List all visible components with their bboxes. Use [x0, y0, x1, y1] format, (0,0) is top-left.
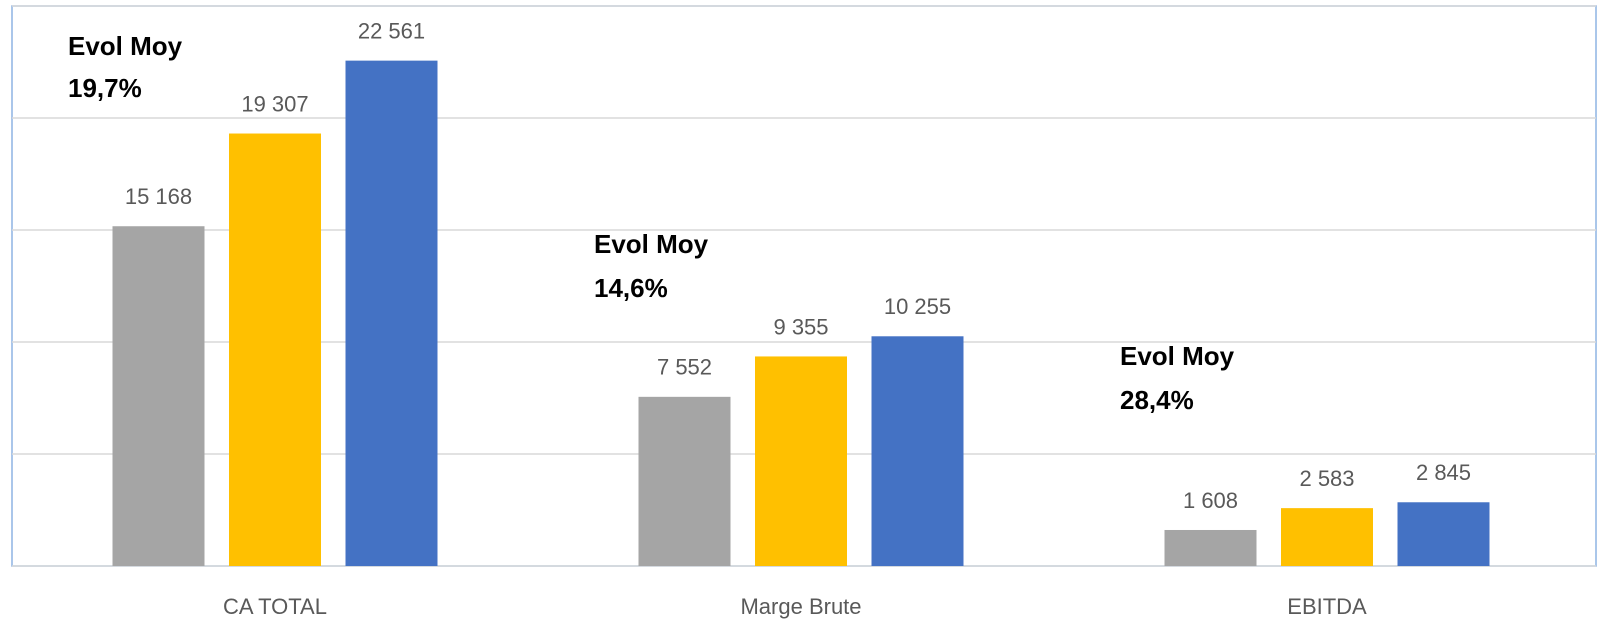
data-label: 19 307 — [241, 91, 308, 116]
data-label: 2 845 — [1416, 460, 1471, 485]
annotation: Evol Moy — [594, 229, 709, 259]
data-label: 22 561 — [358, 18, 425, 43]
data-label: 1 608 — [1183, 488, 1238, 513]
bar — [1164, 529, 1257, 566]
bar — [871, 336, 964, 566]
bar — [638, 396, 731, 566]
data-label: 7 552 — [657, 355, 712, 380]
annotation: Evol Moy — [68, 31, 183, 61]
x-tick-label: Marge Brute — [740, 594, 861, 619]
x-tick-label: EBITDA — [1287, 594, 1367, 619]
bar — [345, 60, 438, 566]
bar — [1281, 508, 1373, 566]
data-label: 15 168 — [125, 184, 192, 209]
bar — [229, 133, 321, 566]
bar — [755, 356, 847, 566]
annotation: Evol Moy — [1120, 341, 1235, 371]
data-label: 9 355 — [773, 314, 828, 339]
data-label: 2 583 — [1299, 466, 1354, 491]
annotation: 14,6% — [594, 273, 668, 303]
data-label: 10 255 — [884, 294, 951, 319]
x-tick-label: CA TOTAL — [223, 594, 327, 619]
annotation: 19,7% — [68, 73, 142, 103]
bar — [112, 226, 205, 566]
annotation: 28,4% — [1120, 385, 1194, 415]
bar — [1397, 502, 1490, 566]
